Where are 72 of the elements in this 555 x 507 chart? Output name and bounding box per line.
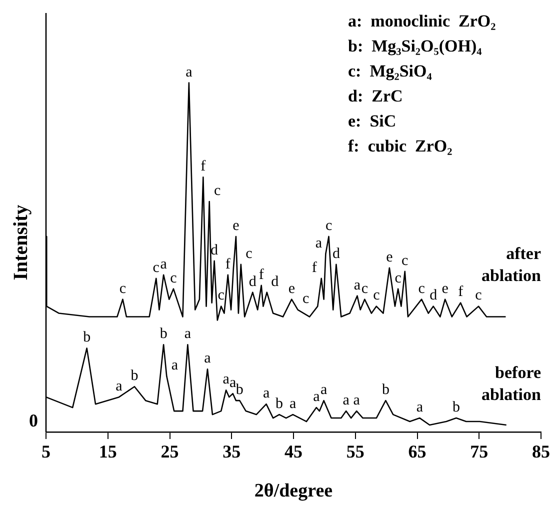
- annotation: d: ZrC: [348, 86, 403, 106]
- annotation: a: [230, 375, 237, 392]
- x-axis-title: 2θ/degree: [254, 480, 333, 502]
- annotation: b: [452, 399, 460, 416]
- annotation: c: [325, 218, 332, 234]
- annotation: c: [246, 246, 253, 262]
- annotation: a: [171, 358, 178, 374]
- annotation: b: [382, 382, 390, 398]
- annotation: f: [225, 256, 230, 272]
- annotation: d: [430, 288, 438, 304]
- annotation: c: [119, 280, 126, 297]
- annotation: a: [315, 235, 322, 252]
- x-tick-label: 15: [98, 441, 117, 462]
- annotation: a: [186, 64, 193, 80]
- annotation: a: [353, 392, 360, 408]
- annotation: a: [116, 378, 123, 395]
- annotation: c: [302, 291, 310, 308]
- annotation: c: [418, 280, 426, 297]
- annotation: a: [204, 350, 212, 367]
- annotation: e: [232, 218, 240, 234]
- annotation: f: [258, 266, 264, 283]
- annotation: e: [442, 280, 449, 297]
- annotation: f: [200, 158, 206, 175]
- annotation: a: [320, 382, 328, 398]
- annotation: e: [386, 249, 394, 266]
- annotation: d: [271, 274, 280, 290]
- annotation: c: [373, 288, 380, 304]
- annotation: c: [218, 288, 225, 304]
- x-tick-label: 35: [222, 441, 241, 462]
- annotation: f: [312, 260, 317, 276]
- x-tick-label: 75: [470, 441, 488, 462]
- annotation: d: [332, 246, 340, 262]
- annotation: e: SiC: [348, 111, 396, 130]
- annotation: b: [83, 330, 91, 346]
- annotation: c: [475, 288, 482, 304]
- annotation: c: [394, 270, 402, 286]
- annotation: a: [416, 399, 424, 416]
- annotation: d: [210, 242, 219, 258]
- annotation: f: cubic ZrO₂: [348, 136, 452, 156]
- text: a: monoclinic ZrO₂: [348, 11, 496, 30]
- annotation: b: [276, 396, 284, 412]
- annotation: a: [184, 326, 192, 342]
- x-tick-label: 45: [284, 441, 302, 462]
- series-label: before ablation: [481, 362, 542, 404]
- x-tick-label: 5: [42, 441, 50, 462]
- series-label: after ablation: [481, 244, 542, 286]
- annotation: b: [130, 368, 138, 384]
- text: c: Mg₂SiO₄: [348, 61, 432, 80]
- annotation: c: [214, 182, 222, 199]
- annotation: a: [342, 392, 350, 408]
- annotation: e: [288, 280, 296, 297]
- annotation: c: [152, 260, 160, 276]
- x-tick-label: 25: [160, 441, 179, 462]
- x-tick-label: 65: [408, 441, 426, 462]
- x-tick-label: 55: [346, 441, 364, 462]
- annotation: c: [402, 252, 409, 269]
- annotation: a: [262, 386, 270, 402]
- y-axis-title: Intensity: [10, 204, 32, 280]
- annotation: c: [361, 280, 368, 297]
- annotation: a: [313, 388, 320, 405]
- annotation: a: [354, 277, 361, 294]
- annotation: c: [170, 270, 178, 286]
- annotation: a: [222, 372, 230, 388]
- annotation: b: [160, 326, 168, 342]
- text: b: Mg₃Si₂O₅(OH)₄: [348, 36, 482, 56]
- annotation: a: [160, 256, 168, 272]
- annotation: d: [248, 274, 257, 290]
- text: 0: [29, 410, 38, 431]
- annotation: a: [290, 396, 297, 412]
- annotation: b: [236, 382, 244, 398]
- x-tick-label: 85: [532, 441, 550, 462]
- annotation: f: [458, 284, 464, 300]
